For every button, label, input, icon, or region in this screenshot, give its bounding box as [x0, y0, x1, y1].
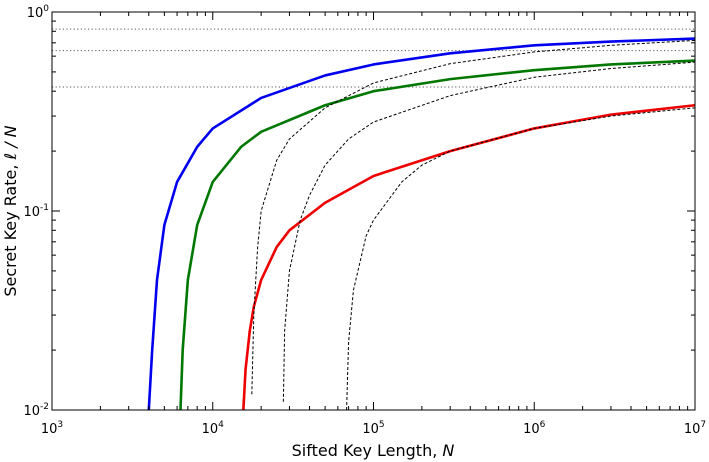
series-line-0	[147, 37, 696, 411]
x-tick-label: 106	[523, 420, 546, 437]
reference-lines	[52, 28, 695, 88]
y-axis-title: Secret Key Rate, ℓ / N	[1, 125, 20, 296]
x-tick-label-exponent: 6	[540, 420, 546, 430]
x-tick-label-exponent: 7	[700, 420, 706, 430]
x-tick-label-exponent: 5	[379, 420, 385, 430]
x-tick-label: 104	[202, 420, 225, 437]
plot-frame	[51, 11, 696, 411]
x-tick-label: 107	[684, 420, 706, 437]
series-line-4	[282, 61, 696, 402]
x-axis-title-var: N	[442, 441, 454, 460]
y-tick-label-exponent: 0	[43, 4, 49, 14]
y-axis-title-text: Secret Key Rate,	[1, 159, 20, 296]
x-tick-label: 105	[362, 420, 384, 437]
y-tick-label-exponent: -2	[40, 402, 49, 412]
series-line-1	[179, 59, 696, 411]
x-tick-label: 103	[41, 420, 63, 437]
series-line-2	[242, 103, 696, 411]
x-tick-label-base: 10	[523, 422, 540, 437]
series-group	[147, 37, 696, 411]
y-tick-label-base: 10	[23, 404, 40, 419]
ticks-group	[51, 11, 696, 411]
y-tick-label: 10-2	[23, 402, 49, 419]
x-axis-title: Sifted Key Length, N	[292, 441, 455, 460]
x-tick-label-base: 10	[684, 422, 701, 437]
y-tick-label: 100	[27, 4, 50, 21]
x-tick-label-base: 10	[362, 422, 379, 437]
series-line-3	[251, 39, 696, 395]
x-tick-label-base: 10	[41, 422, 58, 437]
x-tick-label-base: 10	[202, 422, 219, 437]
y-tick-label-exponent: -1	[40, 203, 49, 213]
x-tick-label-exponent: 4	[218, 420, 224, 430]
y-axis-title-var: ℓ / N	[1, 125, 20, 160]
series-line-5	[346, 107, 696, 411]
y-tick-label: 10-1	[23, 203, 49, 220]
y-tick-label-base: 10	[23, 205, 40, 220]
x-tick-label-exponent: 3	[57, 420, 63, 430]
y-tick-label-base: 10	[27, 6, 44, 21]
x-axis-title-text: Sifted Key Length,	[292, 441, 443, 460]
